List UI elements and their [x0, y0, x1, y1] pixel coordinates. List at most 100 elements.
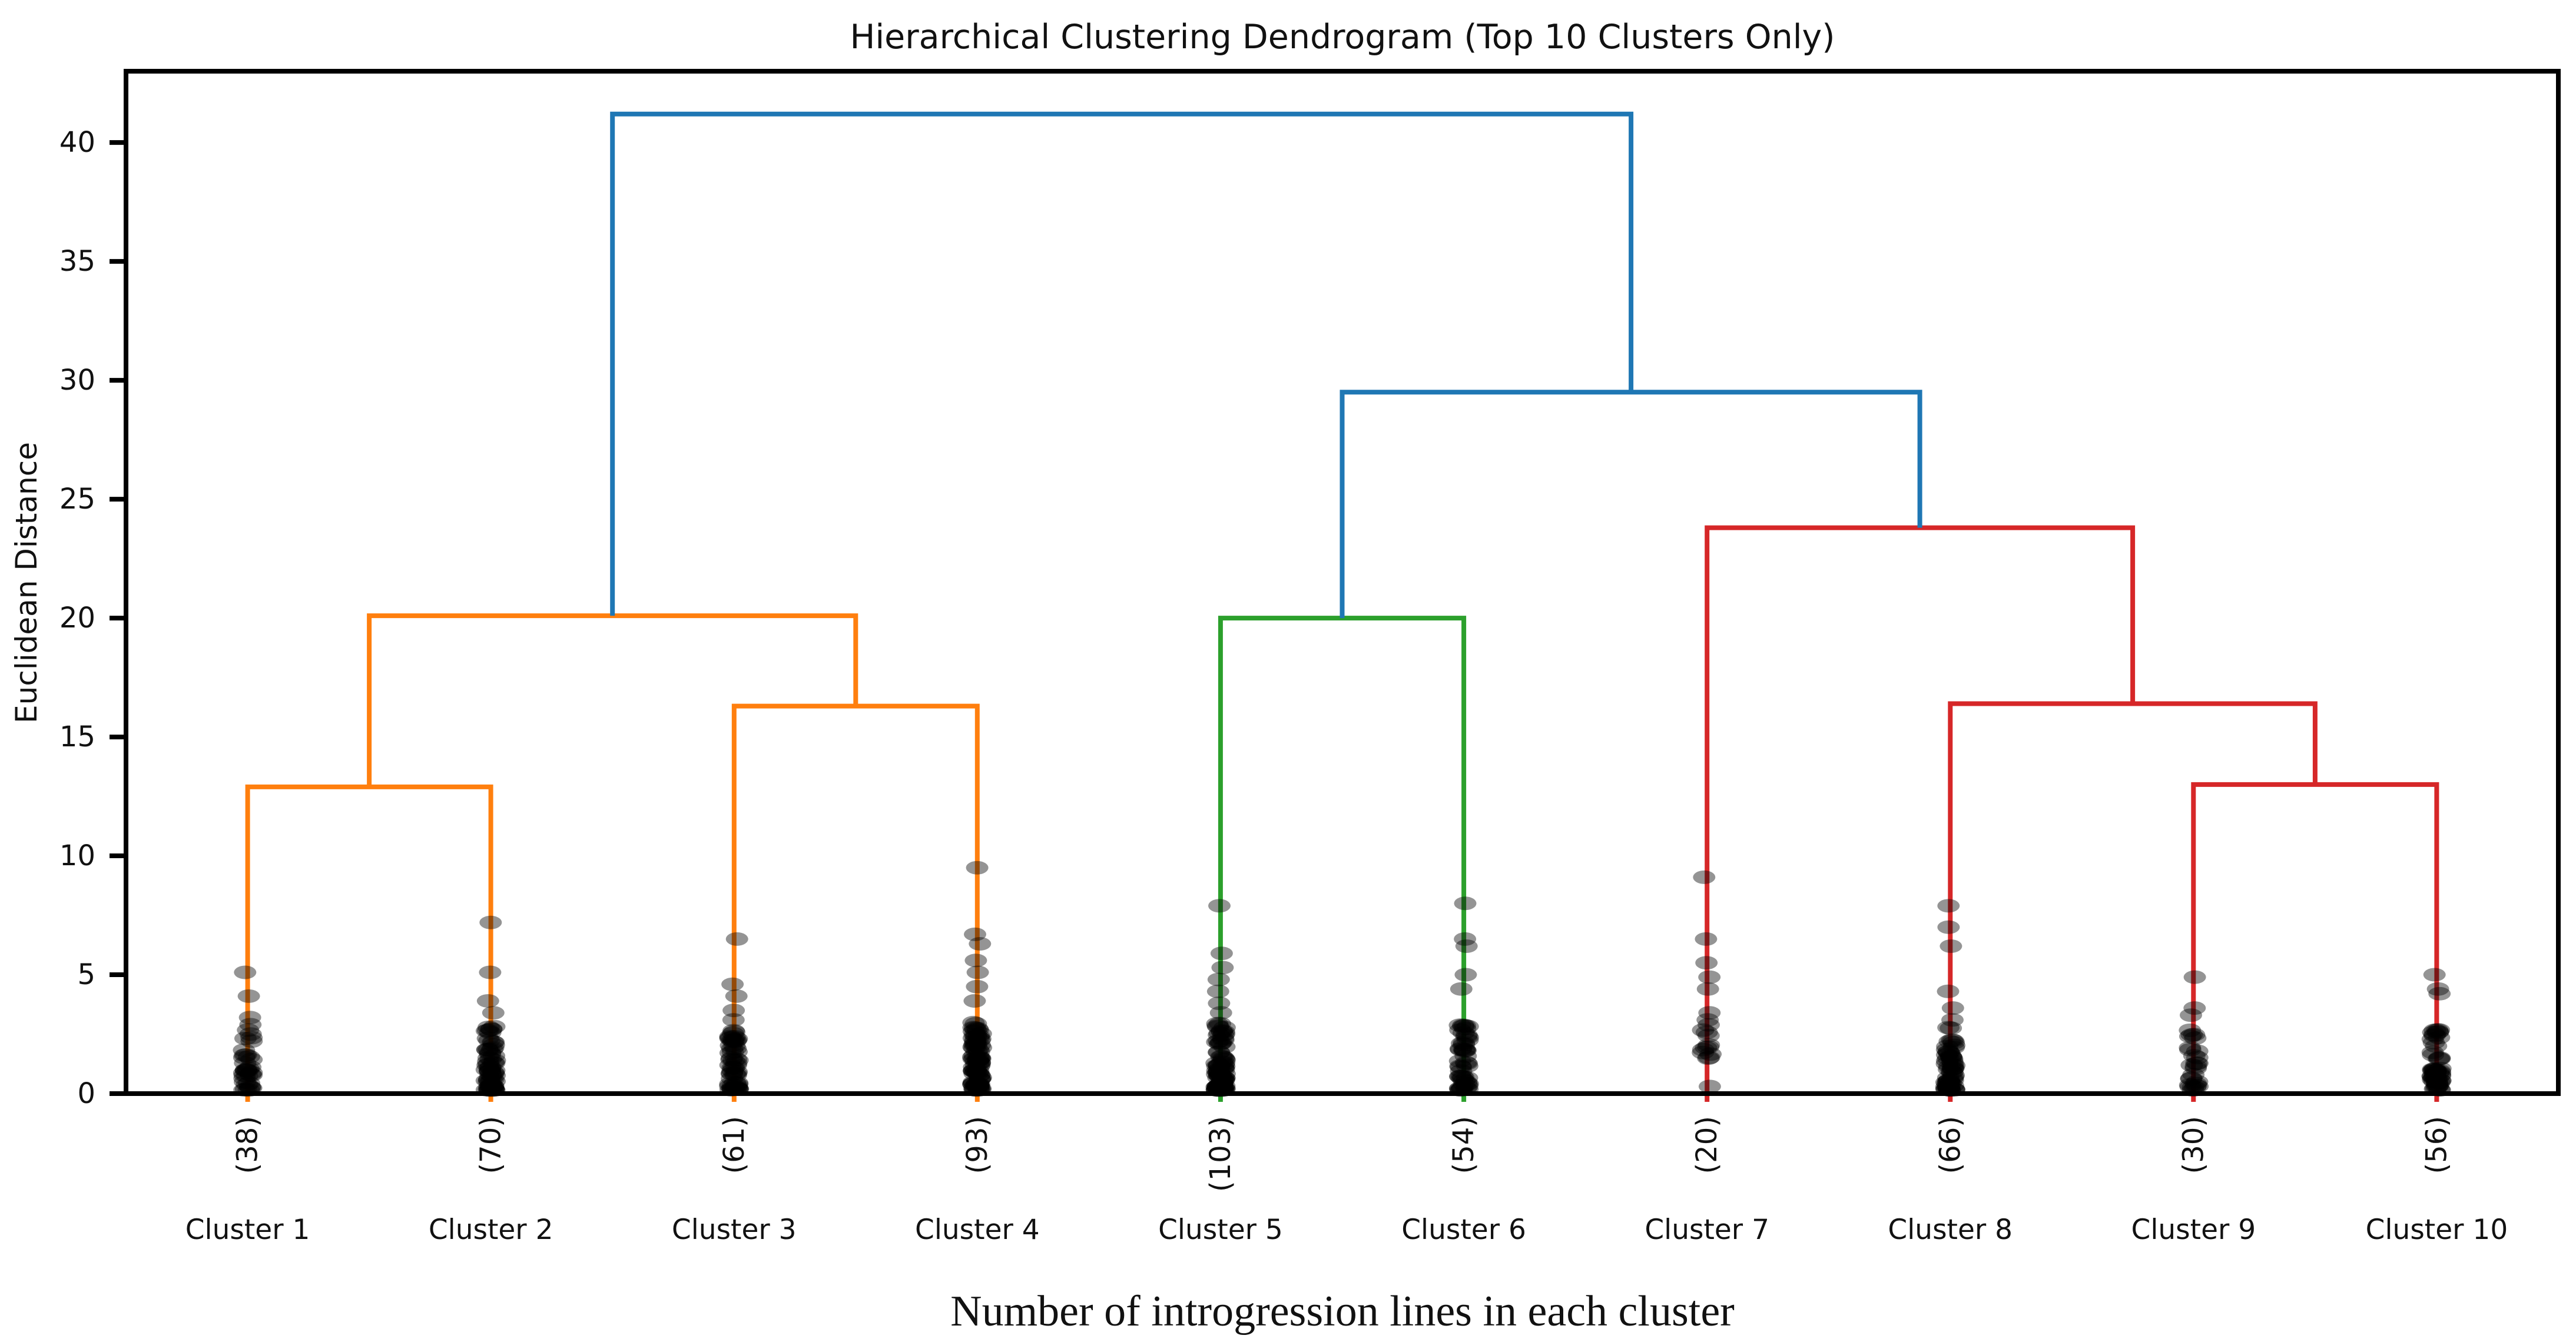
scatter-dot	[1212, 1062, 1235, 1077]
scatter-dot	[719, 1058, 742, 1072]
scatter-dot	[482, 1056, 505, 1070]
scatter-dot	[968, 1058, 991, 1072]
scatter-dot	[1213, 1040, 1236, 1054]
scatter-dot	[1213, 1027, 1236, 1041]
scatter-dot	[2179, 1023, 2202, 1037]
scatter-dot	[1213, 1052, 1235, 1066]
scatter-dot	[477, 1020, 500, 1034]
scatter-dot	[478, 1042, 500, 1057]
scatter-dot	[968, 1068, 991, 1082]
scatter-dot	[967, 1080, 990, 1094]
scatter-dot	[722, 1013, 745, 1027]
scatter-dot	[1455, 1075, 1478, 1089]
scatter-dot	[964, 1033, 987, 1047]
dendrogram-link-5	[2191, 782, 2439, 1102]
scatter-dot	[1943, 1038, 1966, 1052]
scatter-dot	[963, 1028, 986, 1042]
scatter-dot	[2422, 1064, 2445, 1078]
scatter-dot	[967, 1078, 990, 1092]
scatter-dot	[962, 1050, 984, 1064]
scatter-dot	[969, 1072, 992, 1086]
scatter-dot	[480, 1081, 503, 1095]
scatter-dot	[1454, 1049, 1477, 1063]
scatter-dot	[1935, 1048, 1958, 1062]
scatter-dot	[967, 1079, 990, 1093]
scatter-dot	[1449, 1042, 1472, 1056]
scatter-dot	[962, 1064, 985, 1078]
scatter-dot	[1941, 1062, 1964, 1076]
scatter-dot	[1212, 1025, 1235, 1039]
scatter-dot	[1208, 1045, 1230, 1059]
scatter-dot	[969, 1027, 992, 1041]
scatter-dot	[1696, 1013, 1719, 1027]
scatter-dot	[721, 1051, 743, 1065]
scatter-dot	[966, 861, 989, 875]
scatter-dot	[1212, 1028, 1235, 1042]
scatter-dot	[1940, 1065, 1963, 1079]
scatter-dot	[240, 1031, 263, 1045]
scatter-dot	[966, 1052, 989, 1067]
scatter-dot	[240, 1052, 263, 1067]
scatter-dot	[969, 1056, 992, 1070]
scatter-dot	[1213, 1071, 1236, 1085]
scatter-dot	[478, 1034, 501, 1048]
scatter-dot	[963, 1021, 986, 1035]
scatter-dot	[721, 1045, 744, 1059]
scatter-dot	[1453, 1078, 1476, 1092]
scatter-dot	[2186, 1057, 2209, 1070]
scatter-dot	[235, 1063, 257, 1077]
scatter-dot	[1211, 961, 1234, 975]
scatter-dot	[1208, 1059, 1231, 1073]
scatter-dot	[234, 1075, 256, 1089]
scatter-dot	[723, 1039, 746, 1053]
scatter-dot	[1205, 1080, 1228, 1094]
scatter-dot	[1454, 1043, 1477, 1057]
scatter-dot	[1936, 1077, 1959, 1091]
scatter-dot	[1454, 1044, 1477, 1058]
scatter-dot	[2425, 1078, 2448, 1092]
scatter-dot	[969, 937, 992, 951]
scatter-dot	[2423, 1070, 2446, 1084]
scatter-dot	[479, 1064, 501, 1078]
scatter-dot	[2426, 1076, 2448, 1090]
x-tick-count-label: (20)	[1690, 1116, 1723, 1174]
scatter-dot	[1207, 1034, 1230, 1048]
scatter-dot	[237, 1023, 260, 1037]
scatter-dot	[2422, 1071, 2445, 1085]
scatter-dot	[239, 1060, 262, 1074]
scatter-dot	[963, 1038, 986, 1052]
scatter-dot	[1692, 1045, 1715, 1059]
scatter-dot	[2183, 970, 2206, 984]
scatter-dot	[965, 1044, 988, 1058]
scatter-dot	[2421, 1045, 2444, 1059]
scatter-dot	[234, 1031, 257, 1045]
scatter-dot	[2423, 1064, 2446, 1078]
scatter-dot	[962, 1040, 985, 1054]
scatter-dot	[238, 1081, 261, 1095]
scatter-dot	[480, 1022, 503, 1036]
scatter-dot	[1211, 1055, 1234, 1069]
cluster-name-label: Cluster 3	[672, 1214, 797, 1246]
scatter-dot	[1697, 1040, 1720, 1054]
scatter-dot	[720, 1038, 742, 1052]
scatter-dot	[235, 1064, 258, 1078]
cluster-name-label: Cluster 5	[1158, 1214, 1283, 1246]
scatter-dot	[967, 1059, 990, 1074]
scatter-dot	[1454, 932, 1477, 946]
scatter-dot	[1449, 1023, 1472, 1037]
scatter-dot	[233, 1043, 256, 1057]
scatter-dot	[1942, 1041, 1965, 1055]
x-tick-count-label: (70)	[475, 1116, 508, 1174]
scatter-dot	[236, 1069, 258, 1083]
scatter-dot	[1937, 1045, 1960, 1059]
scatter-dot	[1453, 1042, 1476, 1057]
scatter-dot	[725, 932, 748, 946]
scatter-dot	[1211, 1076, 1234, 1090]
scatter-dot	[240, 1034, 263, 1048]
scatter-dot	[1212, 1033, 1235, 1047]
scatter-dot	[722, 1078, 744, 1092]
y-tick-label: 5	[77, 958, 95, 991]
scatter-dot	[1209, 1006, 1232, 1020]
scatter-dot	[2186, 1075, 2209, 1089]
